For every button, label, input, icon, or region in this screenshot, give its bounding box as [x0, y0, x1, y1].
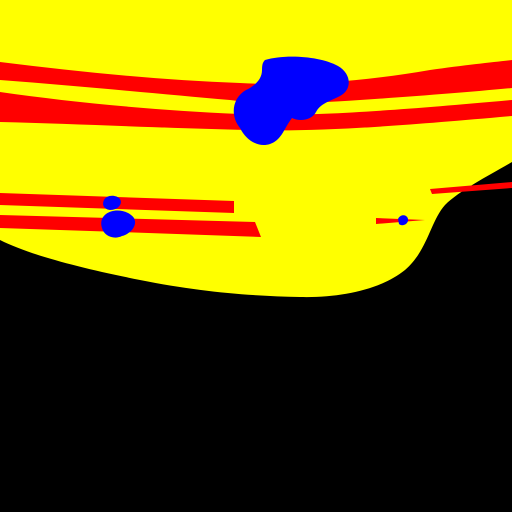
red-band-middle [0, 92, 512, 131]
red-band-upper [0, 60, 512, 103]
blue-blob-large [233, 56, 349, 146]
red-band-right-top [430, 182, 512, 194]
blue-blob-small-lower [101, 210, 136, 238]
blue-blob-tiny [398, 215, 409, 226]
blue-blob-small-upper [103, 195, 121, 210]
